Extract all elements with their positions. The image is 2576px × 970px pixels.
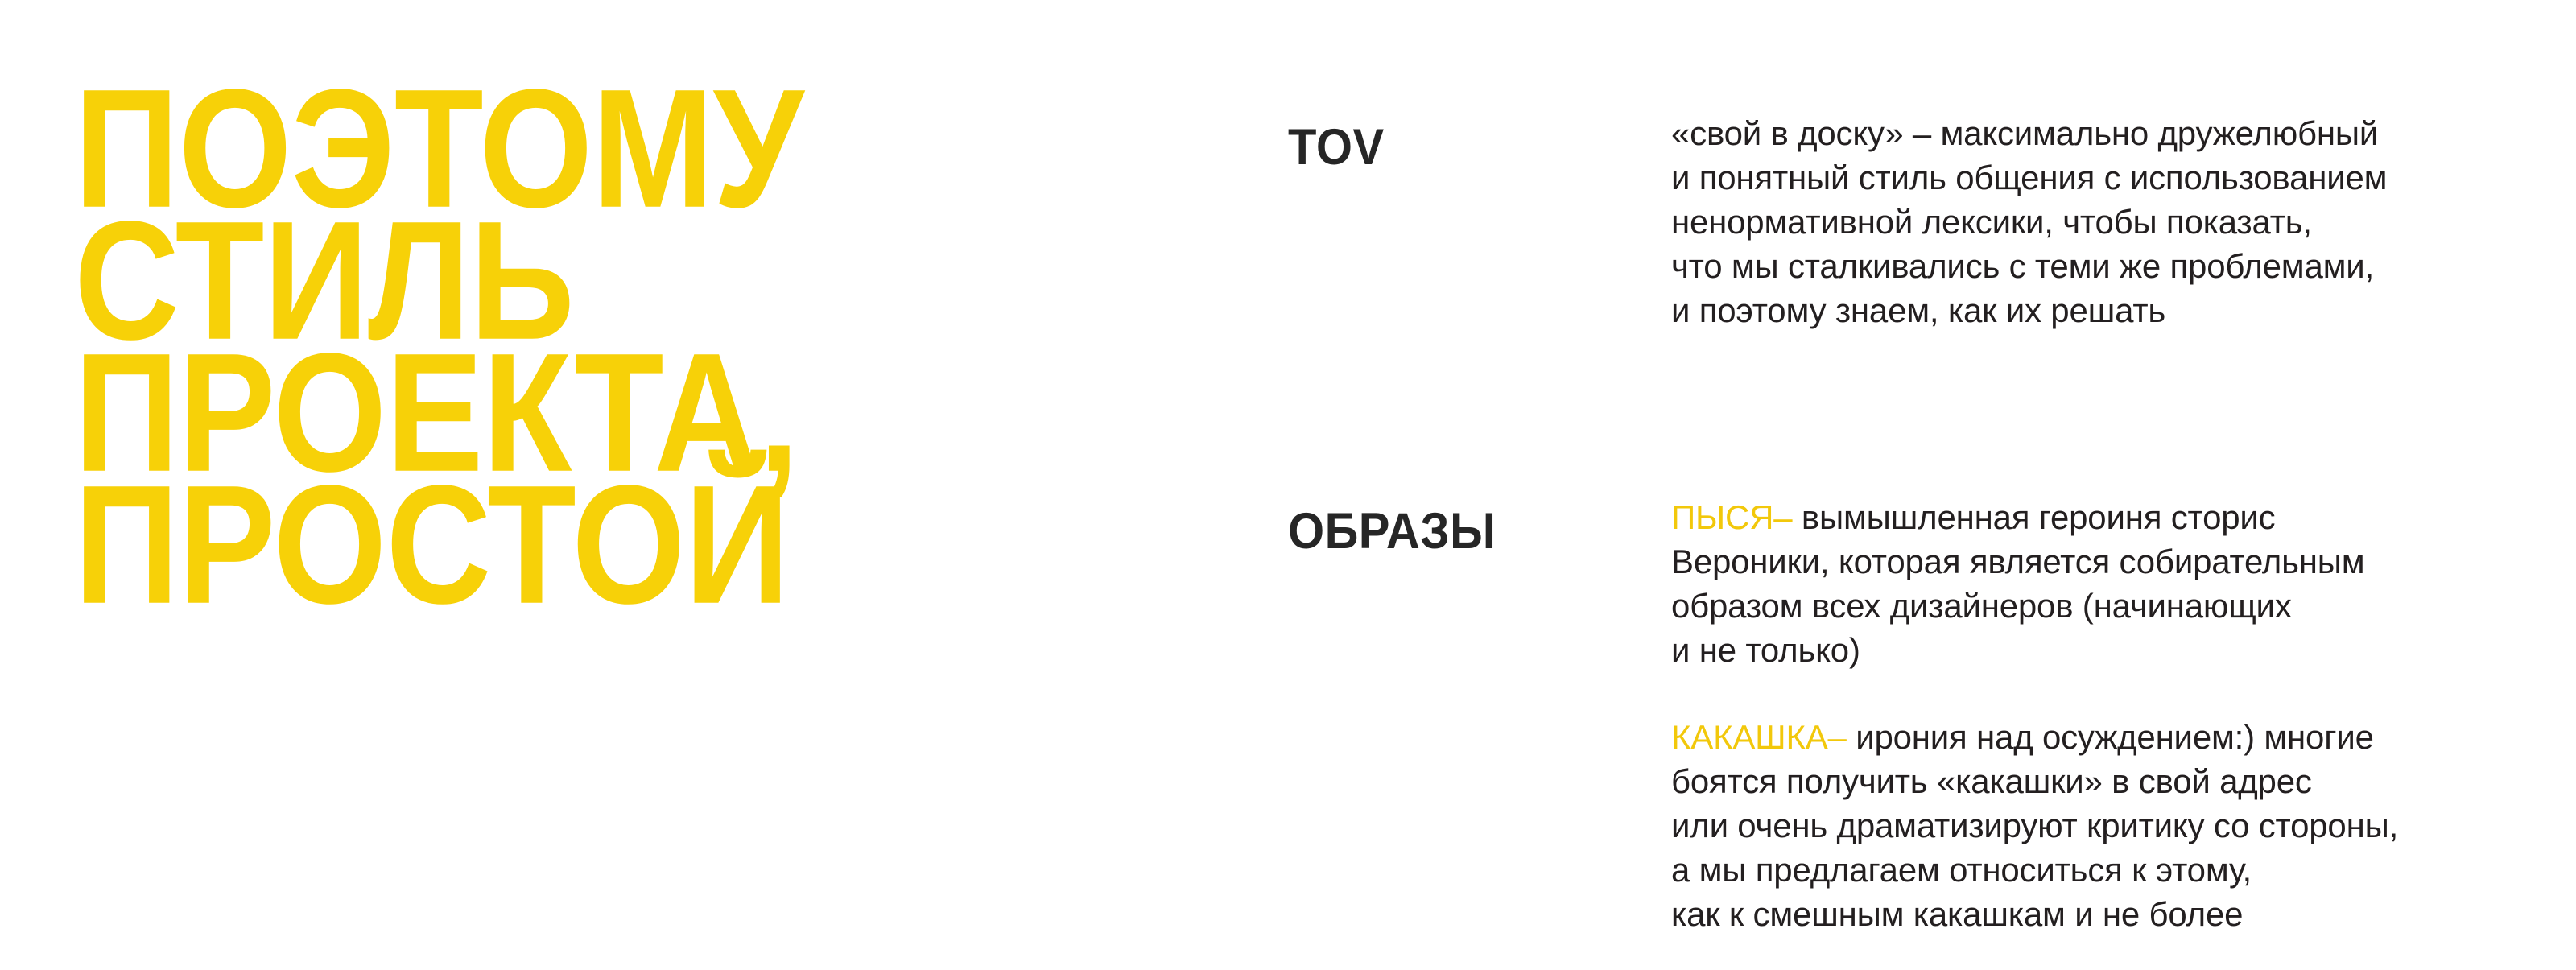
paragraph-line: а мы предлагаем относиться к этому, (1671, 851, 2252, 889)
paragraph-pysya: ПЫСЯ– вымышленная героиня сторис Вероник… (1671, 495, 2484, 672)
headline: ПОЭТОМУ СТИЛЬ ПРОЕКТА, ПРОСТОЙ (74, 64, 927, 629)
headline-line-4: ПРОСТОЙ (74, 449, 790, 639)
paragraph-tov: «свой в доску» – максимально дружелюбный… (1671, 111, 2484, 332)
paragraph-kakashka: КАКАШКА– ирония над осуждением:) многие … (1671, 715, 2484, 936)
paragraph-line: ненормативной лексики, чтобы показать, (1671, 203, 2312, 241)
content-column: TOV «свой в доску» – максимально дружелю… (1288, 77, 2512, 970)
paragraph-line: боятся получить «какашки» в свой адрес (1671, 762, 2312, 800)
slide-canvas: ПОЭТОМУ СТИЛЬ ПРОЕКТА, ПРОСТОЙ TOV «свой… (74, 64, 2399, 933)
headline-line-1: ПОЭТОМУ (74, 53, 804, 243)
paragraph-line: КАКАШКА– ирония над осуждением:) многие (1671, 715, 2484, 759)
section-body-obrazy: ПЫСЯ– вымышленная героиня сторис Вероник… (1671, 495, 2484, 936)
paragraph-line: и не только) (1671, 631, 1860, 669)
section-body-tov: «свой в доску» – максимально дружелюбный… (1671, 111, 2484, 332)
term-pysya: ПЫСЯ (1671, 498, 1774, 536)
paragraph-line: и поэтому знаем, как их решать (1671, 291, 2166, 329)
paragraph-line: что мы сталкивались с теми же проблемами… (1671, 247, 2375, 285)
paragraph-line-rest: ирония над осуждением:) многие (1856, 718, 2374, 756)
term-dash: – (1773, 498, 1793, 536)
section-label-tov: TOV (1288, 118, 1385, 175)
paragraph-line: «свой в доску» – максимально дружелюбный (1671, 114, 2379, 152)
paragraph-line: или очень драматизируют критику со сторо… (1671, 807, 2399, 844)
paragraph-line-rest: вымышленная героиня сторис (1801, 498, 2276, 536)
paragraph-line: ПЫСЯ– вымышленная героиня сторис (1671, 495, 2484, 539)
paragraph-line: как к смешным какашкам и не более (1671, 895, 2244, 933)
headline-line-2: СТИЛЬ (74, 185, 575, 375)
term-dash: – (1827, 718, 1847, 756)
section-label-obrazy: ОБРАЗЫ (1288, 502, 1496, 559)
paragraph-line: и понятный стиль общения с использование… (1671, 159, 2388, 196)
paragraph-line: Вероники, которая является собирательным (1671, 543, 2365, 580)
headline-line-3: ПРОЕКТА, (74, 317, 799, 507)
term-kakashka: КАКАШКА (1671, 718, 1828, 756)
paragraph-line: образом всех дизайнеров (начинающих (1671, 587, 2292, 625)
section-tov: TOV «свой в доску» – максимально дружелю… (1288, 111, 2512, 332)
section-obrazy: ОБРАЗЫ ПЫСЯ– вымышленная героиня сторис … (1288, 495, 2512, 936)
